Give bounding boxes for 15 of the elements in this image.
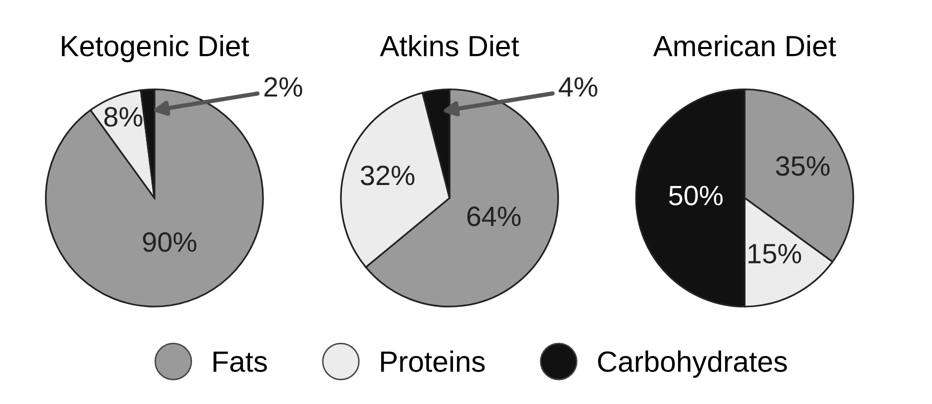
slice-label: American Diet — [653, 35, 836, 56]
data-label: 90% — [143, 232, 196, 252]
data-label: 35% — [776, 156, 830, 176]
data-label: 4% — [558, 77, 598, 97]
data-label: 8% — [104, 106, 142, 127]
legend-label: Proteins — [381, 350, 485, 372]
legend-label: Carbohydrates — [598, 350, 787, 378]
legend-label: Fats — [214, 352, 267, 372]
data-label: 2% — [264, 77, 302, 97]
data-label: 15% — [748, 244, 802, 264]
data-label: 64% — [467, 206, 521, 226]
slice-label: Atkins Diet — [380, 35, 520, 56]
data-label: 32% — [360, 166, 414, 186]
data-label: 50% — [669, 186, 723, 206]
slice-label: Ketogenic Diet — [62, 35, 250, 62]
